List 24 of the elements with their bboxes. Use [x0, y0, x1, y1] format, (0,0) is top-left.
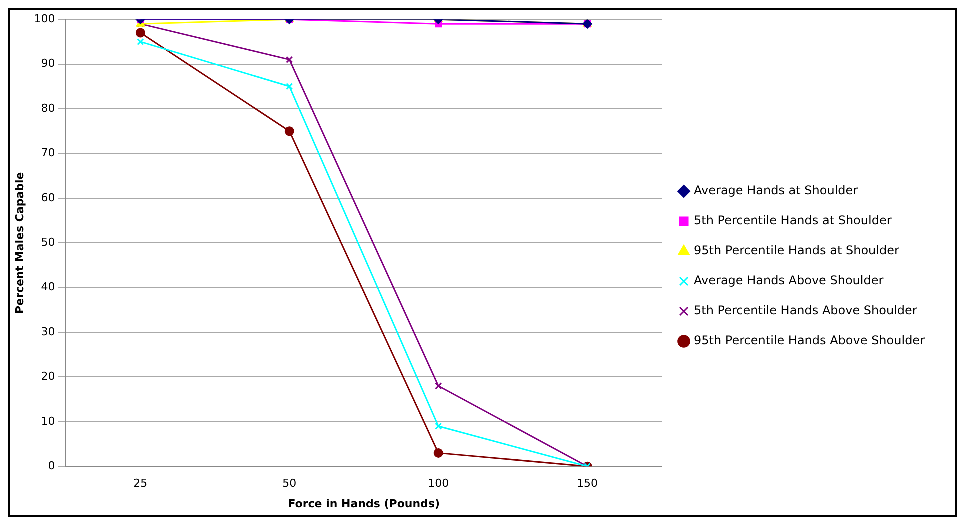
x-axis-title: Force in Hands (Pounds)	[288, 497, 440, 510]
frame: Force in Hands (Pounds) Percent Males Capable Average Hands at Shoulder 5th Percentile Hands at Shoulder 95th Percentile Hands at Shoulder Average Hands Above Shoulder 5th Percentile Hands Above Shoulder 95th Percentile Hands Above Shoulder 25 50 100 150 0 10 20 30 40 50 60 70 80 90 100	[8, 8, 957, 517]
x-tick-label: 50	[282, 477, 297, 490]
y-tick-label: 40	[41, 280, 56, 294]
x-tick-label: 25	[134, 477, 148, 490]
y-tick-label: 80	[41, 102, 56, 115]
y-tick-label: 20	[41, 370, 56, 384]
x-tick-label: 100	[428, 477, 450, 490]
y-tick-label: 50	[41, 236, 56, 249]
legend-label: Average Hands at Shoulder	[694, 184, 858, 198]
legend-label: Average Hands Above Shoulder	[694, 274, 884, 288]
y-tick-label: 70	[41, 146, 56, 160]
legend-label: 5th Percentile Hands at Shoulder	[694, 214, 892, 228]
legend-label: 95th Percentile Hands Above Shoulder	[694, 334, 926, 348]
y-tick-label: 60	[41, 191, 56, 204]
x-tick-label: 150	[577, 477, 598, 490]
legend-label: 95th Percentile Hands at Shoulder	[694, 244, 900, 258]
y-tick-label: 0	[48, 459, 56, 472]
y-tick-label: 100	[34, 12, 56, 26]
y-axis-title: Percent Males Capable	[13, 172, 26, 314]
y-tick-label: 30	[41, 325, 56, 338]
legend-label: 5th Percentile Hands Above Shoulder	[694, 304, 918, 318]
y-tick-label: 10	[41, 414, 56, 428]
y-tick-label: 90	[41, 57, 56, 70]
